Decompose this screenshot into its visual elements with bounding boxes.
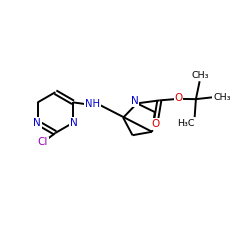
Text: N: N	[33, 118, 41, 128]
Text: Cl: Cl	[38, 138, 48, 147]
Text: H₃C: H₃C	[177, 118, 195, 128]
Text: N: N	[70, 118, 78, 128]
Text: NH: NH	[85, 99, 100, 109]
Text: CH₃: CH₃	[192, 71, 209, 80]
Text: N: N	[130, 96, 138, 106]
Text: O: O	[174, 93, 182, 103]
Text: CH₃: CH₃	[213, 93, 230, 102]
Text: O: O	[152, 119, 160, 129]
